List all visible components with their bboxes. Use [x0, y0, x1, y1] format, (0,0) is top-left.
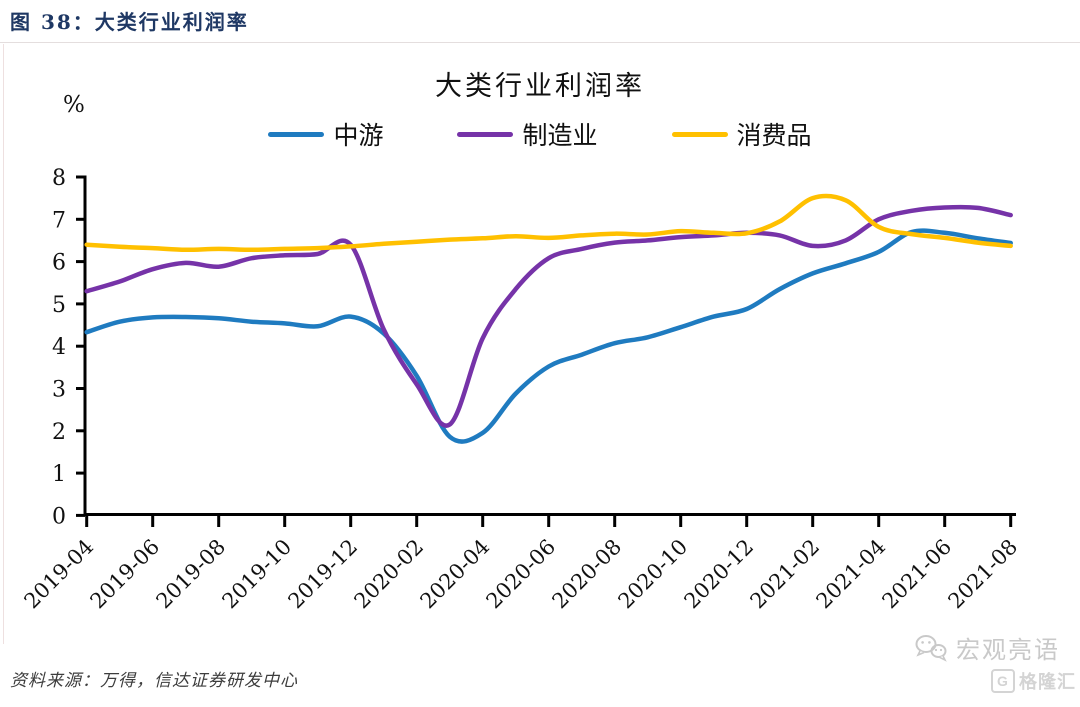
- x-tick-label: 2021-04: [812, 535, 891, 614]
- legend-item-consumer: 消费品: [671, 116, 812, 152]
- legend-swatch-purple-icon: [457, 131, 514, 137]
- y-tick-label: 3: [52, 378, 66, 403]
- chart-title: 大类行业利润率: [435, 71, 645, 102]
- y-tick-label: 1: [52, 462, 66, 487]
- figure-caption: 图 38：大类行业利润率: [10, 10, 249, 34]
- legend-swatch-blue-icon: [268, 131, 325, 137]
- watermark-platform-text: 格隆汇: [1019, 672, 1076, 692]
- x-tick-label: 2020-04: [416, 535, 495, 614]
- legend-label: 中游: [333, 121, 384, 150]
- header-divider: [0, 42, 1080, 43]
- x-tick-label: 2020-06: [482, 535, 561, 614]
- x-tick-label: 2019-08: [152, 535, 231, 614]
- legend-item-midstream: 中游: [268, 116, 383, 152]
- series-line-2: [84, 193, 1013, 253]
- chart-legend: 中游 制造业 消费品: [0, 116, 1080, 152]
- x-tick-label: 2020-10: [614, 535, 693, 614]
- y-tick-label: 7: [52, 208, 66, 233]
- wechat-icon: [915, 634, 947, 662]
- table-border-left: [3, 44, 4, 644]
- y-tick-label: 2: [52, 420, 66, 445]
- gelonghui-logo-icon: G: [991, 669, 1015, 693]
- series-line-0: [84, 228, 1013, 444]
- y-axis-unit-label: %: [63, 92, 85, 118]
- x-tick-label: 2019-10: [218, 535, 297, 614]
- y-tick-label: 6: [52, 251, 66, 276]
- x-tick-label: 2019-06: [86, 535, 165, 614]
- source-note: 资料来源：万得，信达证券研发中心: [10, 671, 298, 691]
- legend-swatch-yellow-icon: [671, 131, 728, 137]
- y-tick-label: 5: [52, 293, 66, 318]
- watermark-account: 宏观亮语: [914, 630, 1060, 665]
- x-tick-label: 2019-12: [284, 535, 363, 614]
- series-line-1: [84, 204, 1013, 428]
- y-tick-label: 4: [52, 335, 66, 360]
- x-tick-label: 2020-02: [350, 535, 429, 614]
- x-tick-label: 2019-04: [20, 535, 99, 614]
- x-tick-label: 2020-12: [680, 535, 759, 614]
- x-tick-label: 2021-06: [878, 535, 957, 614]
- legend-label: 消费品: [736, 121, 812, 150]
- watermark-account-text: 宏观亮语: [956, 636, 1060, 664]
- watermark-platform: G 格隆汇: [991, 668, 1076, 694]
- legend-item-manufacturing: 制造业: [457, 116, 598, 152]
- y-tick-label: 8: [52, 166, 66, 191]
- y-tick-label: 0: [52, 504, 66, 529]
- x-tick-label: 2021-08: [944, 535, 1023, 614]
- x-tick-label: 2020-08: [548, 535, 627, 614]
- legend-label: 制造业: [522, 121, 598, 150]
- x-tick-label: 2021-02: [746, 535, 825, 614]
- watermark: 宏观亮语 G 格隆汇: [914, 630, 1076, 694]
